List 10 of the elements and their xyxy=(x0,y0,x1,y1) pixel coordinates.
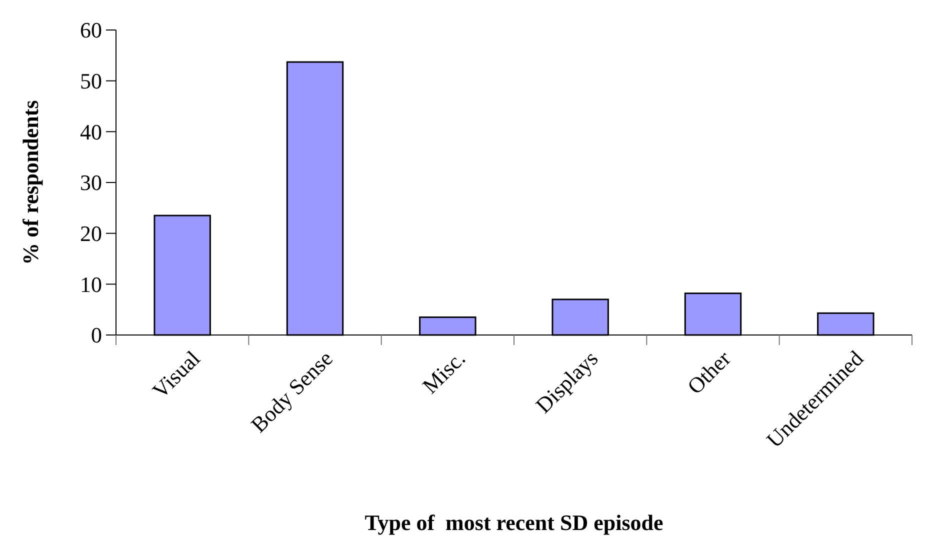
y-tick-label: 0 xyxy=(91,322,102,348)
y-tick-label: 30 xyxy=(80,170,102,196)
y-axis-title: % of respondents xyxy=(18,100,43,265)
x-axis-title: Type of most recent SD episode xyxy=(364,510,664,535)
y-tick-label: 20 xyxy=(80,221,102,246)
y-tick-label: 60 xyxy=(80,18,102,43)
y-tick-label: 10 xyxy=(80,272,102,297)
x-tick-label: Misc. xyxy=(417,346,470,398)
y-tick-label: 40 xyxy=(80,119,102,144)
y-tick-label: 50 xyxy=(80,68,102,94)
